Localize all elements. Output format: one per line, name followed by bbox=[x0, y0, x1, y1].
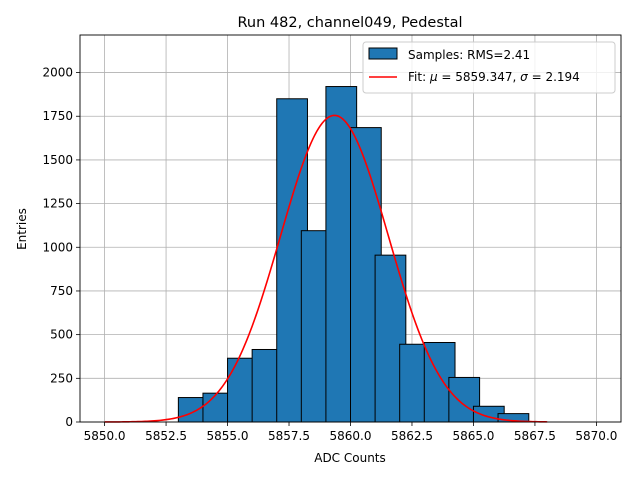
y-tick-label: 500 bbox=[50, 328, 73, 342]
y-tick-label: 2000 bbox=[42, 66, 73, 80]
x-tick-label: 5855.0 bbox=[207, 429, 249, 443]
y-tick-label: 0 bbox=[65, 415, 73, 429]
y-tick-label: 1750 bbox=[42, 109, 73, 123]
chart-title: Run 482, channel049, Pedestal bbox=[237, 15, 462, 31]
x-tick-label: 5865.0 bbox=[452, 429, 494, 443]
legend-sigma-symbol: σ bbox=[520, 70, 528, 84]
x-tick-label: 5867.5 bbox=[514, 429, 556, 443]
legend-box bbox=[362, 41, 616, 94]
y-axis-ticks: 0 250 500 750 1000 1250 1500 1750 2000 bbox=[42, 66, 80, 429]
x-tick-label: 5857.5 bbox=[268, 429, 310, 443]
y-tick-label: 1250 bbox=[42, 197, 73, 211]
x-axis-label: ADC Counts bbox=[314, 451, 386, 465]
legend-mu-symbol: μ bbox=[429, 70, 438, 84]
x-tick-label: 5852.5 bbox=[145, 429, 187, 443]
x-tick-label: 5862.5 bbox=[391, 429, 433, 443]
x-tick-label: 5870.0 bbox=[575, 429, 617, 443]
legend-fit-prefix: Fit: bbox=[408, 70, 430, 84]
x-axis-ticks: 5850.0 5852.5 5855.0 5857.5 5860.0 5862.5 5865… bbox=[84, 422, 617, 443]
legend-samples-swatch bbox=[368, 47, 398, 60]
y-tick-label: 1000 bbox=[42, 240, 73, 254]
y-tick-label: 750 bbox=[50, 284, 73, 298]
legend: Samples: RMS=2.41 Fit: μ = 5859.347, σ =… bbox=[362, 41, 616, 94]
legend-mu-value: = 5859.347, bbox=[438, 70, 521, 84]
x-tick-label: 5850.0 bbox=[84, 429, 126, 443]
fit-curve bbox=[104, 114, 548, 423]
y-tick-label: 250 bbox=[50, 371, 73, 385]
legend-samples-label: Samples: RMS=2.41 bbox=[408, 48, 530, 62]
y-tick-label: 1500 bbox=[42, 153, 73, 167]
legend-fit-label: Fit: μ = 5859.347, σ = 2.194 bbox=[408, 70, 580, 84]
legend-sigma-value: = 2.194 bbox=[528, 70, 580, 84]
y-axis-label: Entries bbox=[15, 208, 29, 250]
x-tick-label: 5860.0 bbox=[330, 429, 372, 443]
